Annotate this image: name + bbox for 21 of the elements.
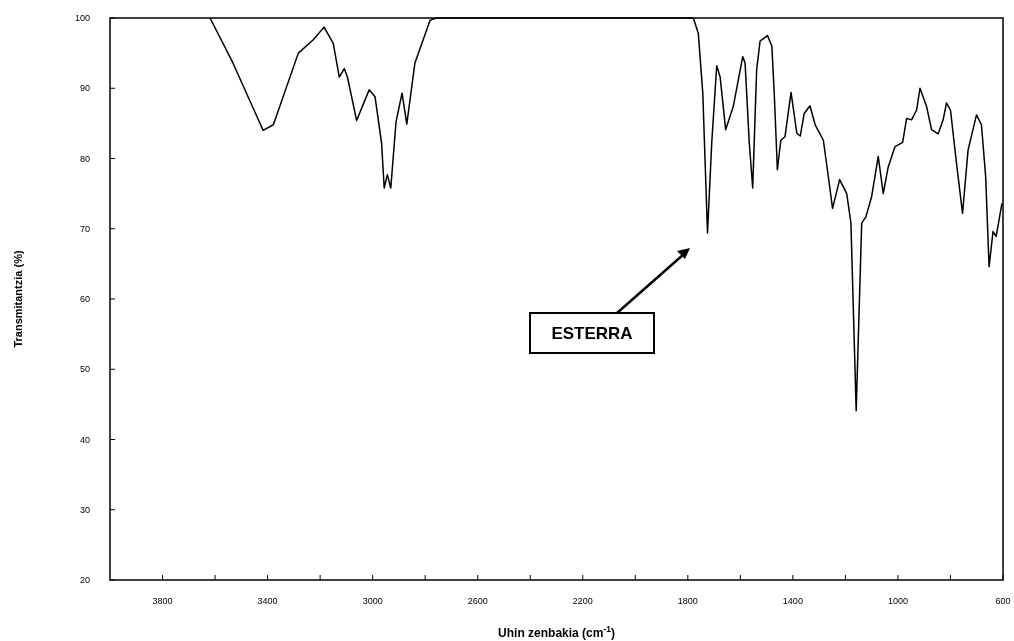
y-tick-label: 70 [79,223,90,234]
x-tick-label: 2200 [572,596,593,606]
x-tick-label: 1000 [887,596,908,606]
y-tick-label: 20 [79,575,90,585]
y-tick-label: 40 [79,434,90,445]
y-tick-label: 90 [79,83,90,94]
x-tick-label: 600 [995,596,1011,606]
y-tick-label: 30 [79,504,90,515]
x-tick-label: 1400 [782,596,803,606]
x-tick-label: 3800 [152,596,173,606]
x-axis-title: Uhin zenbakia (cm$^{-1}$) [498,624,615,640]
y-axis-title: Transmitantzia (%) [12,250,24,348]
y-tick-label: 80 [79,153,90,164]
x-tick-label: 3000 [362,596,383,606]
x-tick-label: 1800 [677,596,698,606]
x-tick-label: 3400 [257,596,278,606]
y-tick-label: 60 [79,294,90,304]
y-tick-label: 50 [79,364,90,375]
annotation: ESTERRA [551,324,633,343]
y-tick-label: 100 [74,13,90,23]
x-tick-label: 2600 [467,596,488,606]
